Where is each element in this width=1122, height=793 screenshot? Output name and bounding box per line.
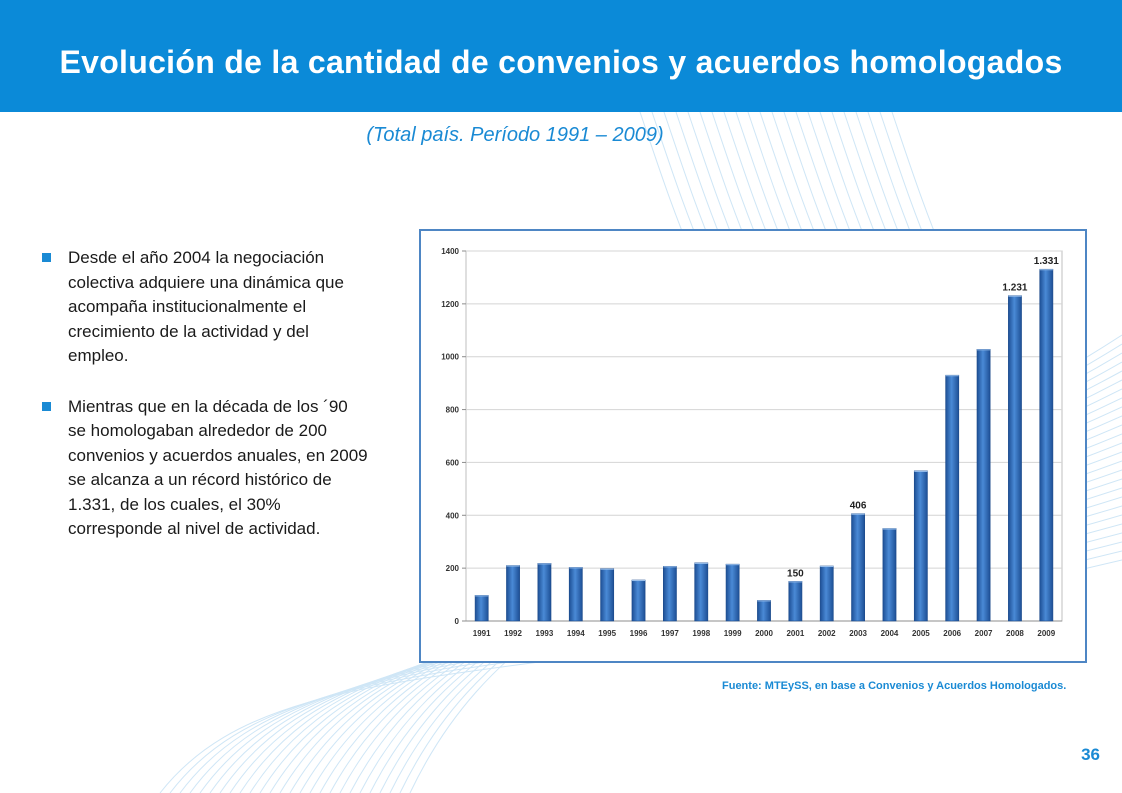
bullet-item: Desde el año 2004 la negociación colecti… bbox=[40, 246, 370, 369]
data-label: 1.231 bbox=[1002, 283, 1027, 294]
bar-1997 bbox=[663, 565, 677, 622]
y-tick-label: 600 bbox=[446, 458, 460, 467]
x-tick-label: 1997 bbox=[661, 629, 679, 638]
x-tick-label: 1992 bbox=[504, 629, 522, 638]
bar-2004 bbox=[882, 528, 897, 622]
bar-1998 bbox=[694, 562, 709, 622]
y-tick-label: 1200 bbox=[441, 300, 459, 309]
source-note: Fuente: MTEySS, en base a Convenios y Ac… bbox=[722, 680, 1067, 692]
x-tick-label: 2004 bbox=[881, 629, 899, 638]
x-tick-label: 1993 bbox=[536, 629, 554, 638]
x-tick-label: 1994 bbox=[567, 629, 585, 638]
y-tick-label: 0 bbox=[455, 617, 460, 626]
page-number: 36 bbox=[1081, 745, 1100, 764]
data-label: 406 bbox=[850, 501, 867, 512]
y-tick-label: 400 bbox=[446, 511, 460, 520]
bar-1992 bbox=[506, 565, 520, 622]
x-tick-label: 2003 bbox=[849, 629, 867, 638]
x-tick-label: 1995 bbox=[598, 629, 616, 638]
bar-1994 bbox=[568, 567, 583, 622]
square-bullet-icon bbox=[42, 401, 51, 411]
bar-2000 bbox=[757, 600, 771, 622]
x-tick-label: 1999 bbox=[724, 629, 742, 638]
bar-1991 bbox=[474, 595, 489, 622]
square-bullet-icon bbox=[42, 253, 51, 262]
data-label: 150 bbox=[787, 568, 804, 579]
page-title: Evolución de la cantidad de convenios y … bbox=[59, 44, 1063, 80]
x-tick-label: 2000 bbox=[755, 629, 773, 638]
y-tick-label: 1000 bbox=[441, 353, 459, 362]
bullet-text: Desde el año 2004 la negociación colecti… bbox=[68, 248, 344, 365]
bullet-text: Mientras que en la década de los ´90 se … bbox=[68, 396, 368, 539]
x-tick-label: 2007 bbox=[975, 629, 993, 638]
bullet-item: Mientras que en la década de los ´90 se … bbox=[40, 395, 370, 542]
bar-chart: 0 200 400 600 800 1000 1200 1400 1991 1992 1993 19… bbox=[419, 229, 1087, 663]
bar-2001 bbox=[788, 581, 803, 622]
x-tick-label: 1996 bbox=[630, 629, 648, 638]
bar-2007 bbox=[976, 349, 991, 622]
bar-2009 bbox=[1039, 268, 1054, 622]
x-tick-label: 1998 bbox=[692, 629, 710, 638]
x-tick-label: 2008 bbox=[1006, 629, 1024, 638]
chart-canvas: 0 200 400 600 800 1000 1200 1400 1991 1992 1993 19… bbox=[441, 247, 1063, 638]
x-tick-label: 2009 bbox=[1037, 629, 1055, 638]
bar-2008 bbox=[1008, 295, 1022, 622]
x-tick-label: 2002 bbox=[818, 629, 836, 638]
page-subtitle: (Total país. Período 1991 – 2009) bbox=[366, 124, 664, 146]
bar-2006 bbox=[945, 374, 960, 622]
bar-1999 bbox=[725, 563, 740, 622]
y-tick-label: 800 bbox=[446, 406, 460, 415]
bar-2002 bbox=[819, 565, 834, 622]
bar-2003 bbox=[851, 513, 865, 622]
data-label: 1.331 bbox=[1034, 256, 1059, 267]
bullet-list: Desde el año 2004 la negociación colecti… bbox=[40, 246, 370, 568]
x-tick-label: 2001 bbox=[786, 629, 804, 638]
y-tick-label: 1400 bbox=[441, 247, 459, 256]
bar-1993 bbox=[537, 563, 552, 622]
x-tick-label: 1991 bbox=[473, 629, 491, 638]
title-bar: Evolución de la cantidad de convenios y … bbox=[0, 0, 1122, 112]
bar-1996 bbox=[631, 579, 646, 622]
plot-area bbox=[465, 250, 1063, 622]
x-tick-label: 2006 bbox=[943, 629, 961, 638]
y-tick-label: 200 bbox=[446, 564, 460, 573]
x-tick-label: 2005 bbox=[912, 629, 930, 638]
bar-1995 bbox=[600, 568, 615, 622]
bar-2005 bbox=[913, 470, 928, 622]
